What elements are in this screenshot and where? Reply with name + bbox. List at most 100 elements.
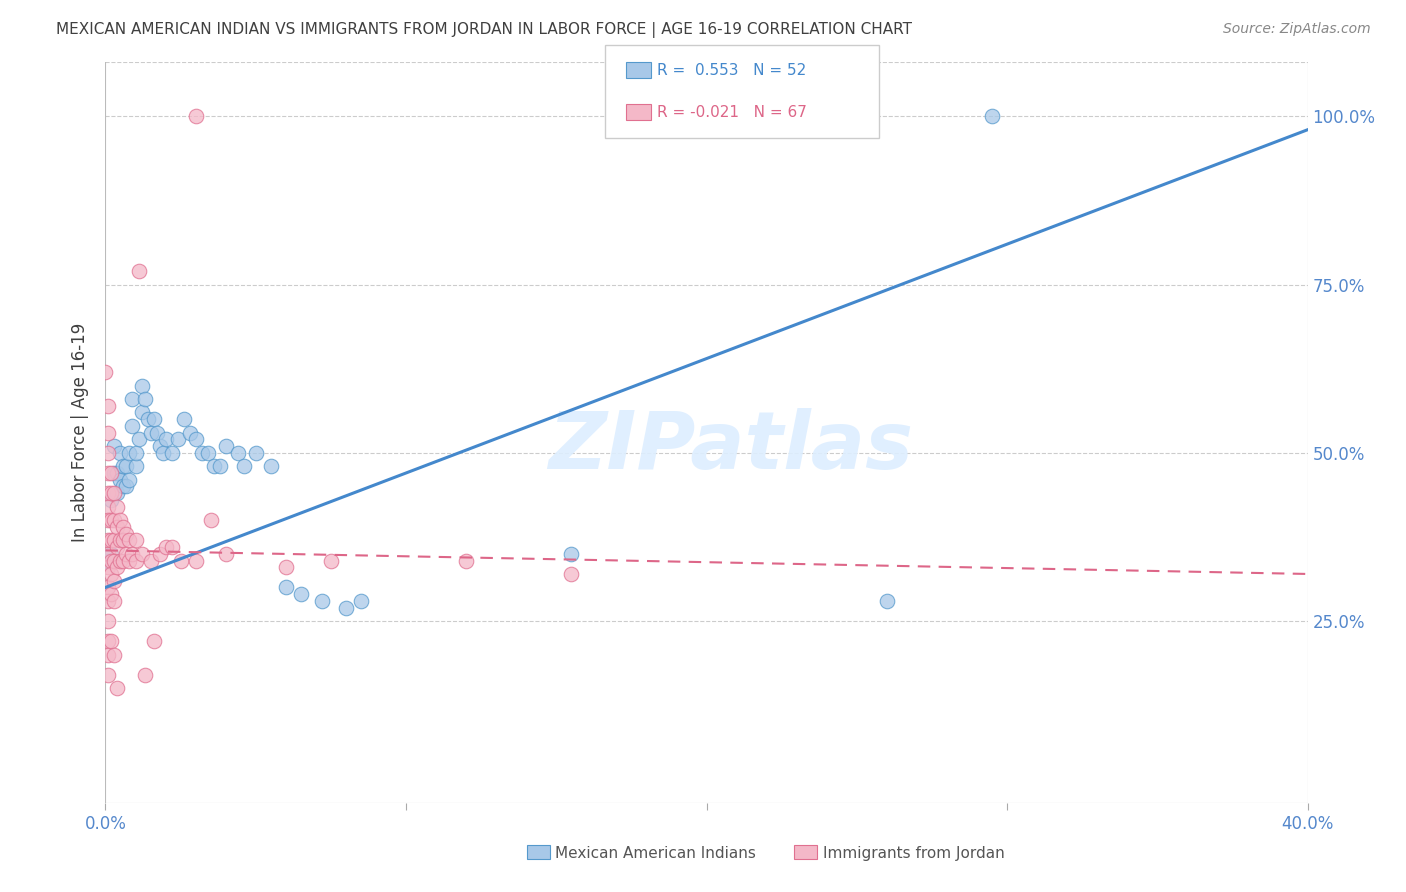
Point [155,540,177,554]
Point [121,392,143,406]
Point [100,547,122,561]
Point [112,520,135,534]
Point [115,547,138,561]
Point [100,492,122,507]
Point [350,594,373,608]
Point [124,533,146,548]
Point [118,473,141,487]
Point [981,109,1004,123]
Point [103,533,125,548]
Point [124,459,146,474]
Point [100,513,122,527]
Point [97,446,120,460]
Point [118,446,141,460]
Point [94,365,117,379]
Point [148,547,170,561]
Point [100,486,122,500]
Point [112,459,135,474]
Point [160,540,183,554]
Point [107,520,129,534]
Point [97,648,120,662]
Point [97,486,120,500]
Point [184,553,207,567]
Point [107,560,129,574]
Point [184,433,207,447]
Point [124,446,146,460]
Point [560,566,582,581]
Point [107,466,129,480]
Point [121,418,143,433]
Point [100,566,122,581]
Point [97,614,120,628]
Point [100,466,122,480]
Point [197,446,219,460]
Point [97,581,120,595]
Point [166,433,188,447]
Point [169,553,191,567]
Point [100,634,122,648]
Point [160,446,183,460]
Point [110,473,132,487]
Point [97,425,120,440]
Point [131,378,153,392]
Text: Source: ZipAtlas.com: Source: ZipAtlas.com [1223,22,1371,37]
Point [107,681,129,696]
Point [139,425,162,440]
Point [103,439,125,453]
Point [103,574,125,588]
Point [226,446,249,460]
Point [208,459,231,474]
Point [118,553,141,567]
Text: R =  0.553   N = 52: R = 0.553 N = 52 [657,63,806,78]
Point [103,594,125,608]
Point [112,553,135,567]
Point [100,587,122,601]
Point [876,594,898,608]
Point [134,668,156,682]
Point [115,479,138,493]
Point [100,533,122,548]
Point [97,500,120,514]
Point [112,533,135,548]
Point [112,479,135,493]
Point [173,412,195,426]
Point [97,634,120,648]
Point [145,425,167,440]
Point [190,446,212,460]
Point [118,533,141,548]
Point [115,526,138,541]
Point [103,648,125,662]
Point [97,560,120,574]
Point [103,553,125,567]
Point [97,399,120,413]
Point [202,459,225,474]
Point [128,264,150,278]
Text: ZIPatlas: ZIPatlas [548,409,912,486]
Point [155,433,177,447]
Point [107,500,129,514]
Point [200,513,222,527]
Point [131,547,153,561]
Point [97,533,120,548]
Text: Immigrants from Jordan: Immigrants from Jordan [823,846,1004,861]
Point [115,459,138,474]
Point [152,446,174,460]
Point [319,553,342,567]
Point [134,392,156,406]
Point [97,547,120,561]
Point [103,486,125,500]
Point [128,433,150,447]
Point [245,446,267,460]
Text: R = -0.021   N = 67: R = -0.021 N = 67 [657,105,807,120]
Point [290,587,312,601]
Point [560,547,582,561]
Text: MEXICAN AMERICAN INDIAN VS IMMIGRANTS FROM JORDAN IN LABOR FORCE | AGE 16-19 COR: MEXICAN AMERICAN INDIAN VS IMMIGRANTS FR… [56,22,912,38]
Point [103,466,125,480]
Text: Mexican American Indians: Mexican American Indians [555,846,756,861]
Point [131,405,153,419]
Point [274,560,297,574]
Point [107,486,129,500]
Point [311,594,333,608]
Y-axis label: In Labor Force | Age 16-19: In Labor Force | Age 16-19 [72,323,90,542]
Point [214,547,236,561]
